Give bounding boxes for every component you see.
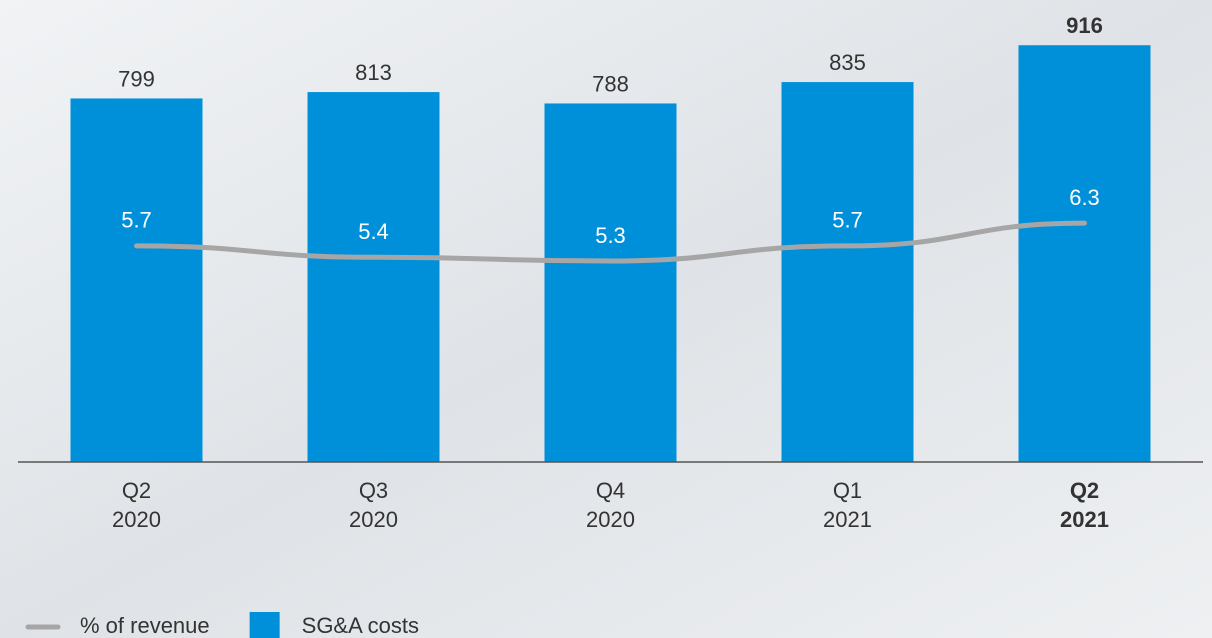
bar-value-label: 835 xyxy=(829,50,866,75)
bar xyxy=(1019,45,1151,462)
legend-label: SG&A costs xyxy=(302,613,419,638)
bar xyxy=(71,98,203,462)
x-tick-label: 2020 xyxy=(586,507,635,532)
legend-swatch xyxy=(250,612,280,638)
x-tick-label: 2020 xyxy=(112,507,161,532)
legend-label: % of revenue xyxy=(80,613,210,638)
bar xyxy=(782,82,914,462)
bar-value-label: 799 xyxy=(118,66,155,91)
x-tick-label: 2021 xyxy=(1060,507,1109,532)
x-tick-label: 2020 xyxy=(349,507,398,532)
line-value-label: 5.3 xyxy=(595,223,626,248)
bar xyxy=(545,103,677,462)
line-value-label: 5.4 xyxy=(358,219,389,244)
x-tick-label: Q1 xyxy=(833,478,862,503)
bar xyxy=(308,92,440,462)
x-tick-label: Q3 xyxy=(359,478,388,503)
line-value-label: 6.3 xyxy=(1069,185,1100,210)
x-tick-label: Q2 xyxy=(1070,478,1099,503)
x-tick-label: 2021 xyxy=(823,507,872,532)
page: 799 813 788 835 916 5.7 5.4 5.3 5.7 6.3 Q2 2020 Q3 20… xyxy=(0,0,1212,638)
line-value-label: 5.7 xyxy=(121,208,152,233)
bar-value-label: 916 xyxy=(1066,13,1103,38)
x-tick-label: Q4 xyxy=(596,478,625,503)
line-value-label: 5.7 xyxy=(832,208,863,233)
x-tick-label: Q2 xyxy=(122,478,151,503)
bar-value-label: 788 xyxy=(592,71,629,96)
bar-value-label: 813 xyxy=(355,60,392,85)
chart: 799 813 788 835 916 5.7 5.4 5.3 5.7 6.3 Q2 2020 Q3 20… xyxy=(0,0,1212,638)
